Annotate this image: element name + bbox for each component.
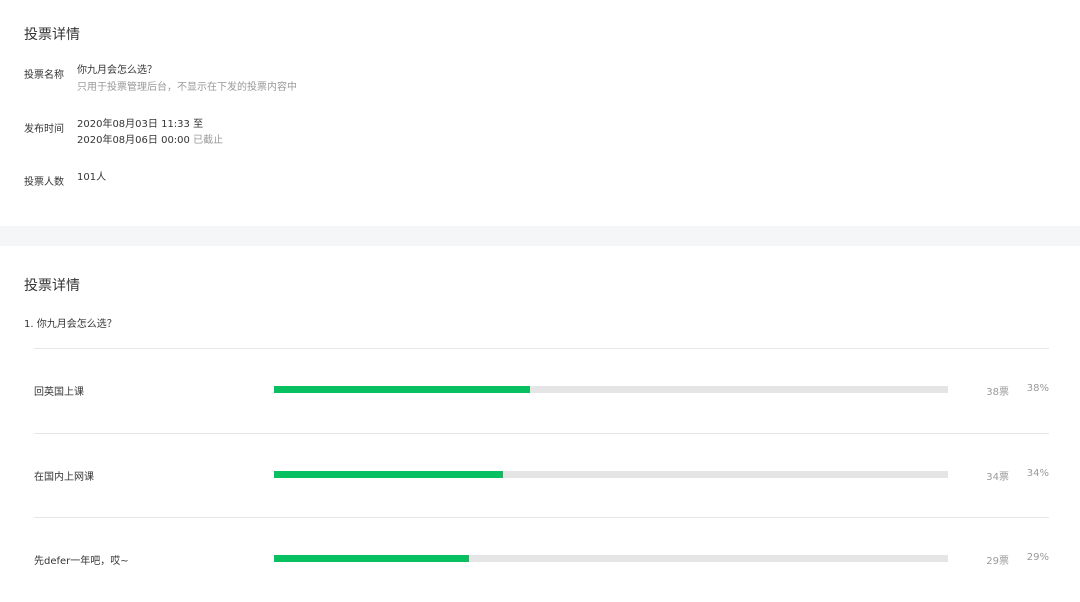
- option-percent: 29%: [1026, 552, 1049, 563]
- results-title: 投票详情: [24, 278, 80, 294]
- option-votes: 38票: [986, 387, 1009, 398]
- question: 1. 你九月会怎么选？: [24, 319, 117, 330]
- progress-track: [274, 386, 948, 393]
- vote-name-note: 只用于投票管理后台，不显示在下发的投票内容中: [77, 82, 297, 93]
- status: 已截止: [193, 135, 224, 146]
- option-percent: 34%: [1026, 468, 1049, 479]
- option-votes: 29票: [986, 556, 1009, 567]
- progress-fill: [274, 386, 531, 393]
- option-label: 在国内上网课: [34, 472, 94, 483]
- name-label: 投票名称: [24, 70, 64, 81]
- start-time: 2020年08月03日 11:33 至: [77, 119, 204, 130]
- vote-name: 你九月会怎么选？: [77, 65, 157, 76]
- option-row: 回英国上课 38票 38%: [0, 380, 1080, 400]
- end-time: 2020年08月06日 00:00: [77, 135, 190, 146]
- divider: [34, 348, 1049, 349]
- divider: [34, 517, 1049, 518]
- option-label: 先defer一年吧，哎~: [34, 556, 129, 567]
- progress-fill: [274, 555, 470, 562]
- option-votes: 34票: [986, 472, 1009, 483]
- count-label: 投票人数: [24, 177, 64, 188]
- option-row: 在国内上网课 34票 34%: [0, 465, 1080, 485]
- progress-track: [274, 555, 948, 562]
- option-row: 先defer一年吧，哎~ 29票 29%: [0, 549, 1080, 569]
- time-label: 发布时间: [24, 124, 64, 135]
- progress-fill: [274, 471, 504, 478]
- vote-count: 101人: [77, 172, 107, 183]
- divider: [34, 433, 1049, 434]
- section-title: 投票详情: [24, 27, 80, 43]
- section-separator: [0, 226, 1080, 246]
- progress-track: [274, 471, 948, 478]
- option-label: 回英国上课: [34, 387, 84, 398]
- option-percent: 38%: [1026, 383, 1049, 394]
